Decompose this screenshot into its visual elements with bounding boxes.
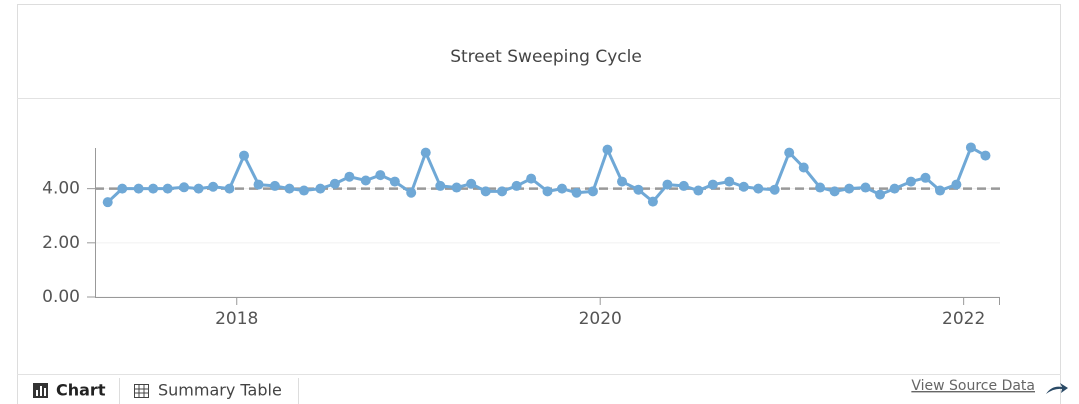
data-point bbox=[980, 150, 991, 161]
data-point bbox=[798, 162, 809, 173]
summary-tab[interactable]: Summary Table bbox=[134, 381, 282, 400]
tab-label: Summary Table bbox=[158, 381, 282, 400]
data-point bbox=[965, 142, 976, 153]
data-point bbox=[375, 170, 386, 181]
data-point bbox=[920, 172, 931, 183]
chart-tab[interactable]: Chart bbox=[33, 381, 106, 400]
data-point bbox=[497, 186, 508, 197]
chart-icon-bar bbox=[36, 390, 38, 396]
source-link[interactable]: View Source Data bbox=[911, 378, 1068, 394]
data-point bbox=[602, 144, 613, 155]
data-point bbox=[935, 185, 946, 196]
data-point bbox=[678, 180, 689, 191]
data-point bbox=[284, 183, 295, 194]
data-point bbox=[860, 182, 871, 193]
y-tick-label: 2.00 bbox=[42, 233, 80, 253]
data-point bbox=[179, 182, 190, 193]
data-point bbox=[511, 180, 522, 191]
data-point bbox=[269, 180, 280, 191]
data-point bbox=[738, 181, 749, 192]
data-point bbox=[239, 150, 250, 161]
data-point bbox=[148, 183, 159, 194]
data-point bbox=[420, 147, 431, 158]
data-point bbox=[389, 176, 400, 187]
table-icon bbox=[134, 384, 149, 398]
data-point bbox=[193, 183, 204, 194]
x-tick-label: 2022 bbox=[942, 309, 985, 329]
data-point bbox=[951, 179, 962, 190]
data-point bbox=[769, 184, 780, 195]
data-point bbox=[784, 147, 795, 158]
data-point bbox=[905, 176, 916, 187]
panel bbox=[17, 4, 1061, 404]
data-point bbox=[315, 183, 326, 194]
y-tick-label: 4.00 bbox=[42, 179, 80, 199]
data-point bbox=[435, 180, 446, 191]
data-point bbox=[662, 179, 673, 190]
data-point bbox=[133, 183, 144, 194]
data-point bbox=[753, 183, 764, 194]
data-point bbox=[329, 178, 340, 189]
table-icon-grid bbox=[134, 385, 149, 398]
data-point bbox=[633, 184, 644, 195]
x-tick-label: 2018 bbox=[215, 309, 258, 329]
x-tick-label: 2020 bbox=[579, 309, 622, 329]
chart-icon-bar bbox=[44, 388, 46, 396]
data-point bbox=[298, 185, 309, 196]
data-point bbox=[208, 181, 219, 192]
data-point bbox=[542, 186, 553, 197]
data-point bbox=[875, 189, 886, 200]
data-point bbox=[815, 182, 826, 193]
link-arrow bbox=[1046, 383, 1068, 394]
data-point bbox=[451, 182, 462, 193]
data-point bbox=[571, 187, 582, 198]
data-point bbox=[844, 183, 855, 194]
chart-icon-bar bbox=[40, 386, 42, 396]
y-tick-label: 0.00 bbox=[42, 287, 80, 307]
data-point bbox=[344, 171, 355, 182]
data-point bbox=[693, 185, 704, 196]
tab-label: Chart bbox=[56, 381, 106, 400]
data-point bbox=[526, 173, 537, 184]
data-point bbox=[724, 176, 735, 187]
data-point bbox=[647, 196, 658, 207]
data-point bbox=[480, 186, 491, 197]
data-point bbox=[224, 183, 235, 194]
data-point bbox=[889, 183, 900, 194]
data-point bbox=[466, 178, 477, 189]
data-point bbox=[707, 179, 718, 190]
link-text: View Source Data bbox=[911, 378, 1035, 394]
data-point bbox=[829, 186, 840, 197]
chart-title: Street Sweeping Cycle bbox=[450, 47, 642, 67]
data-point bbox=[117, 183, 128, 194]
data-point bbox=[102, 197, 113, 208]
data-point bbox=[587, 186, 598, 197]
data-point bbox=[360, 175, 371, 186]
data-point bbox=[162, 183, 173, 194]
data-point bbox=[406, 187, 417, 198]
data-point bbox=[253, 179, 264, 190]
data-point bbox=[617, 176, 628, 187]
data-point bbox=[557, 183, 568, 194]
